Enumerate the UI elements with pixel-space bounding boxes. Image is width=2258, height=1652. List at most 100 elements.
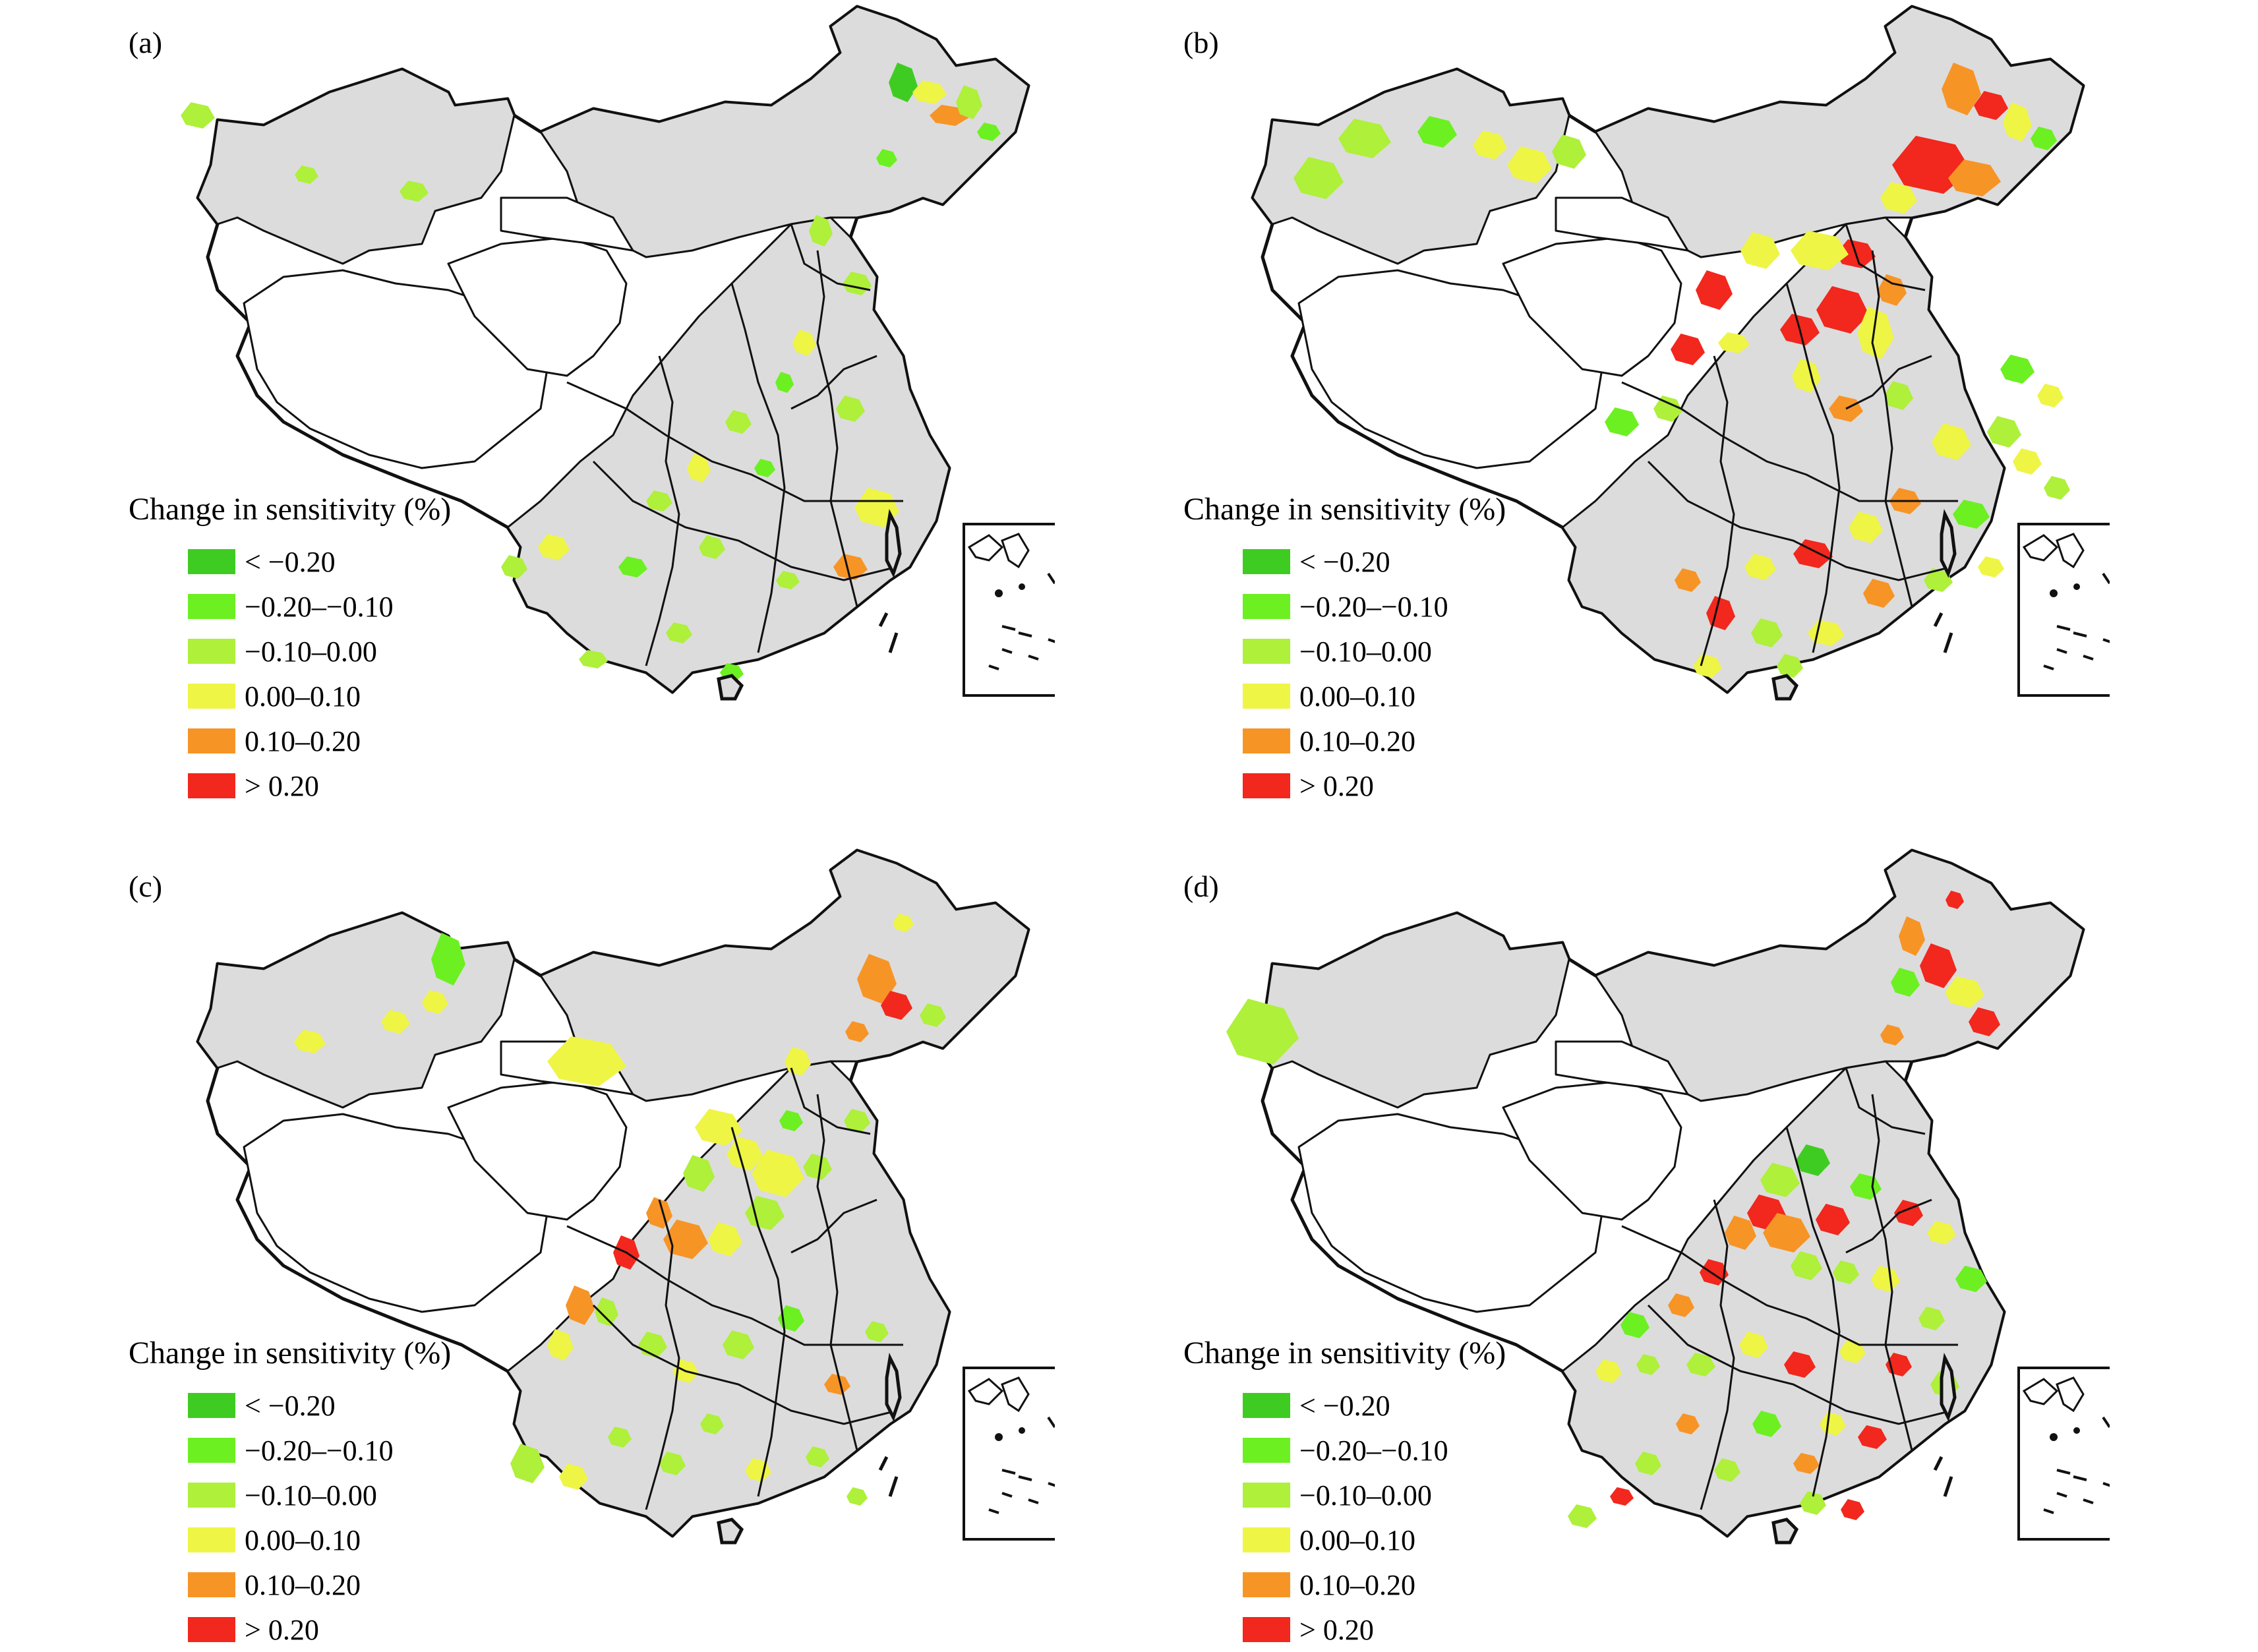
change-patch <box>779 1110 803 1131</box>
change-patch <box>1226 999 1299 1065</box>
legend-title: Change in sensitivity (%) <box>129 492 452 527</box>
change-patch <box>294 1030 326 1053</box>
legend-swatch <box>1243 728 1290 753</box>
legend-label: −0.10–0.00 <box>1299 1479 1432 1512</box>
legend-label: 0.10–0.20 <box>1299 724 1415 757</box>
change-patch <box>646 490 672 512</box>
change-patch <box>181 102 215 129</box>
change-patch <box>666 622 692 643</box>
change-patch <box>1714 1458 1740 1482</box>
change-patch <box>1800 1491 1826 1515</box>
legend-item: −0.20–−0.10 <box>129 584 451 629</box>
change-patch <box>1948 160 2001 196</box>
legend-item: 0.10–0.20 <box>129 719 451 763</box>
internal-borders <box>566 223 903 666</box>
change-patch <box>1955 1266 1987 1292</box>
change-patch <box>1635 1452 1661 1475</box>
change-patch <box>538 534 570 560</box>
change-patch <box>695 1109 742 1146</box>
change-patch <box>1675 568 1701 592</box>
legend-title: Change in sensitivity (%) <box>1183 1336 1506 1371</box>
change-patch <box>1552 134 1586 169</box>
legend-label: > 0.20 <box>245 1613 319 1646</box>
legend-item: 0.10–0.20 <box>1183 1562 1506 1607</box>
change-patch <box>1473 131 1507 160</box>
change-patch <box>1636 1354 1660 1375</box>
internal-borders <box>1621 223 1958 666</box>
legend-title: Change in sensitivity (%) <box>1183 492 1506 527</box>
change-patch <box>1752 1411 1781 1437</box>
change-patch <box>845 1021 869 1042</box>
change-patch <box>1417 116 1457 148</box>
legend-item: 0.00–0.10 <box>1183 674 1506 719</box>
change-patch <box>1751 618 1783 647</box>
legend-swatch <box>1243 684 1290 709</box>
legend-swatch <box>1243 1393 1290 1418</box>
map-panel-d: (d) Change in sensitivity (%) < −0.20 −0.… <box>1055 844 2110 1646</box>
change-patch <box>876 149 897 167</box>
change-patch <box>727 1136 763 1171</box>
legend-item: −0.10–0.00 <box>129 629 451 674</box>
legend-item: 0.10–0.20 <box>1183 719 1506 763</box>
change-patch <box>708 1222 742 1256</box>
change-patch <box>1610 1487 1634 1506</box>
legend-swatch <box>188 1617 235 1642</box>
legend-label: −0.20–−0.10 <box>1299 1434 1448 1467</box>
change-patch <box>683 1155 715 1192</box>
change-patch <box>1744 554 1776 580</box>
islands <box>717 509 902 701</box>
legend-item: < −0.20 <box>1183 539 1506 584</box>
change-patch <box>1841 1499 1864 1520</box>
internal-borders <box>1621 1067 1958 1510</box>
change-patch <box>1978 556 2004 577</box>
change-patch <box>1595 1359 1622 1383</box>
change-patch <box>1718 332 1750 353</box>
inset-frame <box>2017 1367 2110 1541</box>
legend-item: −0.20–−0.10 <box>1183 584 1506 629</box>
change-patch <box>687 454 711 483</box>
change-patch <box>1507 146 1552 183</box>
change-patch <box>809 215 833 247</box>
legend-item: > 0.20 <box>1183 1607 1506 1652</box>
legend-rows: < −0.20 −0.20–−0.10 −0.10–0.00 0.00–0.10 0.1… <box>1183 1383 1506 1652</box>
legend-item: 0.00–0.10 <box>129 1518 451 1562</box>
change-patch <box>1858 1425 1887 1449</box>
legend: Change in sensitivity (%) < −0.20 −0.20–−… <box>129 491 451 808</box>
white-regions <box>1297 1040 1689 1313</box>
change-patch <box>1696 270 1733 310</box>
change-patch <box>1725 1216 1756 1250</box>
legend-swatch <box>1243 594 1290 619</box>
change-patch <box>833 554 868 580</box>
change-patch <box>431 933 465 986</box>
change-patch <box>847 1487 868 1506</box>
legend-label: −0.20–−0.10 <box>1299 590 1448 623</box>
change-patch <box>806 1446 829 1467</box>
change-patch <box>1693 654 1722 678</box>
change-patch <box>803 1154 832 1180</box>
change-patch <box>1293 157 1344 199</box>
legend-swatch <box>188 549 235 574</box>
change-patch <box>1945 976 1984 1008</box>
change-patch <box>824 1374 850 1395</box>
change-patch <box>1899 916 1925 956</box>
change-patch <box>295 165 318 184</box>
change-patch <box>844 1109 870 1133</box>
legend-swatch <box>1243 1438 1290 1463</box>
change-patch <box>912 80 947 104</box>
change-patch <box>566 1285 595 1325</box>
change-patch <box>381 1010 410 1034</box>
panel-label: (b) <box>1183 26 1219 59</box>
white-regions <box>243 196 634 469</box>
change-patch <box>400 181 429 202</box>
change-patch <box>699 535 725 559</box>
legend-swatch <box>188 639 235 664</box>
change-patch <box>920 1003 946 1027</box>
panel-label: (a) <box>129 26 163 59</box>
change-patch <box>1816 286 1869 334</box>
change-patch <box>893 914 914 932</box>
panel-label: (c) <box>129 870 163 903</box>
change-patch <box>1740 232 1780 269</box>
change-patch <box>1849 512 1883 543</box>
change-patch <box>865 1321 889 1342</box>
change-patch <box>1920 943 1957 988</box>
